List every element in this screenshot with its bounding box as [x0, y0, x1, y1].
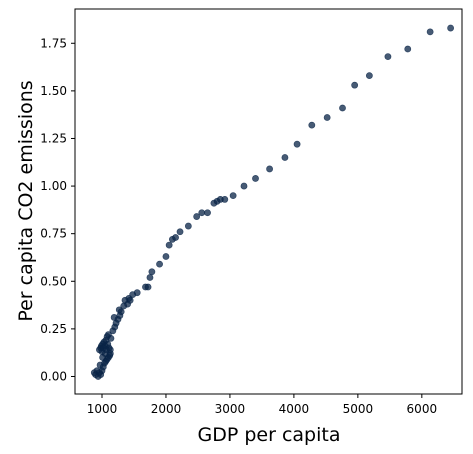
x-tick-label: 2000 — [151, 402, 182, 416]
data-point — [156, 260, 163, 268]
data-point — [339, 104, 346, 112]
x-tick-label: 4000 — [279, 402, 310, 416]
y-tick-label: 1.75 — [40, 36, 67, 50]
data-point — [115, 306, 123, 314]
data-point — [240, 182, 248, 190]
x-axis-title: GDP per capita — [198, 424, 341, 446]
data-point — [162, 253, 170, 260]
y-tick-label: 1.25 — [40, 131, 67, 145]
x-tick-label: 1000 — [87, 402, 118, 416]
data-point — [221, 196, 229, 203]
data-point — [198, 209, 206, 217]
y-tick-label: 0.75 — [40, 227, 67, 241]
axes — [74, 8, 463, 395]
data-point — [351, 81, 359, 89]
data-point — [176, 228, 184, 236]
data-point — [126, 296, 134, 304]
data-point — [184, 222, 192, 230]
x-tick-label: 3000 — [215, 402, 246, 416]
data-point — [172, 234, 179, 241]
data-point — [107, 334, 115, 342]
data-point — [365, 72, 373, 80]
y-tick-label: 1.00 — [40, 179, 67, 193]
data-point — [229, 192, 237, 199]
data-point — [106, 346, 114, 354]
data-point — [165, 241, 173, 249]
data-point — [426, 28, 434, 36]
data-point — [293, 140, 301, 148]
y-tick-label: 0.50 — [40, 274, 67, 288]
data-points — [90, 24, 455, 380]
data-point — [447, 24, 455, 32]
data-point — [266, 165, 273, 173]
y-tick-label: 0.00 — [40, 369, 67, 383]
data-point — [204, 209, 211, 217]
data-point — [404, 45, 412, 53]
y-tick-label: 0.25 — [40, 322, 67, 336]
data-point — [146, 274, 154, 281]
data-point — [148, 268, 156, 276]
y-tick-label: 1.50 — [40, 84, 67, 98]
data-point — [144, 283, 152, 291]
data-point — [384, 53, 392, 60]
axes-frame — [74, 8, 463, 395]
ticks: 1000 2000 3000 4000 5000 6000 0.00 0.25 0.50 0.75… — [40, 36, 437, 416]
x-tick-label: 6000 — [407, 402, 438, 416]
y-axis-title: Per capita CO2 emissions — [15, 80, 37, 321]
data-point — [133, 289, 141, 297]
data-point — [193, 213, 201, 220]
x-tick-label: 5000 — [343, 402, 374, 416]
data-point — [308, 121, 316, 129]
data-point — [281, 154, 289, 161]
data-point — [252, 175, 259, 182]
data-point — [323, 114, 331, 121]
